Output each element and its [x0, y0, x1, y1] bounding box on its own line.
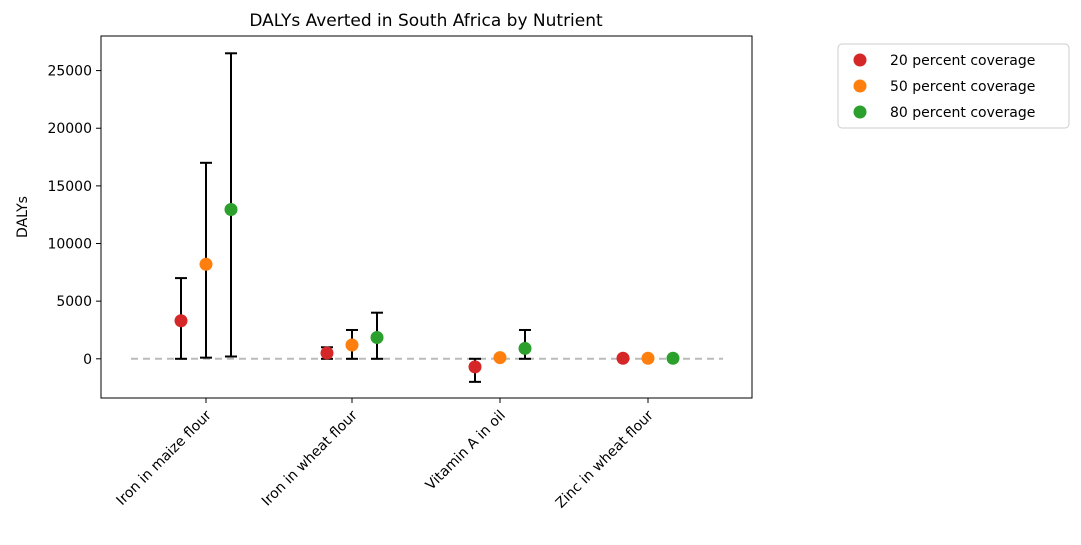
plot-frame: [100, 35, 753, 399]
legend-label: 20 percent coverage: [890, 53, 1035, 69]
x-tick-label: Zinc in wheat flour: [553, 407, 657, 511]
legend-marker: [853, 53, 867, 67]
x-tick-label: Vitamin A in oil: [423, 408, 509, 494]
legend-marker: [853, 105, 867, 119]
y-tick-label: 5000: [56, 294, 92, 310]
y-axis-label: DALYs: [15, 196, 31, 238]
data-point: [174, 314, 188, 328]
legend-frame: [837, 43, 1070, 129]
data-point: [666, 351, 680, 365]
legend-label: 50 percent coverage: [890, 79, 1035, 95]
legend-marker: [853, 79, 867, 93]
data-point: [616, 351, 630, 365]
x-tick-label: Iron in maize flour: [114, 407, 215, 508]
data-point: [345, 338, 359, 352]
data-point: [320, 346, 334, 360]
legend: 20 percent coverage 50 percent coverage 80…: [837, 43, 1070, 129]
data-point: [199, 257, 213, 271]
y-tick-label: 10000: [47, 237, 92, 253]
data-point: [493, 351, 507, 365]
data-point: [518, 341, 532, 355]
y-tick-label: 20000: [47, 121, 92, 137]
data-point: [224, 203, 238, 217]
data-point: [468, 360, 482, 374]
data-point: [641, 351, 655, 365]
plot-area: 0 5000 10000 15000 20000 25000 Iron in maize f…: [47, 52, 723, 512]
y-tick-label: 15000: [47, 179, 92, 195]
chart-title: DALYs Averted in South Africa by Nutrien…: [249, 11, 603, 31]
data-point: [370, 330, 384, 344]
x-tick-label: Iron in wheat flour: [259, 407, 361, 509]
legend-label: 80 percent coverage: [890, 105, 1035, 121]
y-tick-label: 0: [83, 352, 92, 368]
y-tick-label: 25000: [47, 64, 92, 80]
